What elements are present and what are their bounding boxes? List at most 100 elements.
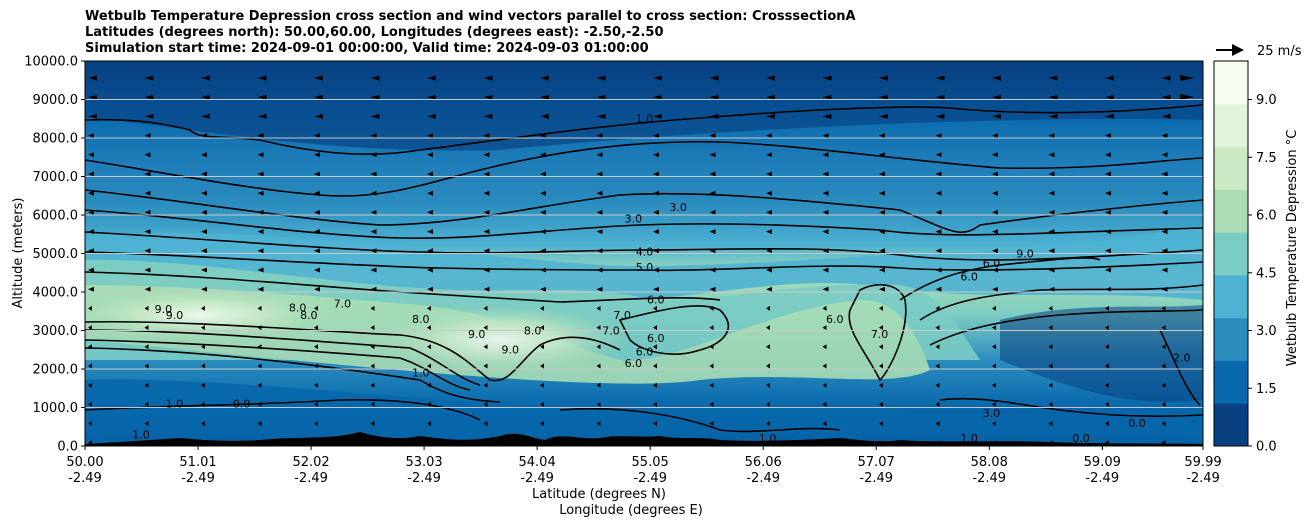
wind-vector xyxy=(257,113,267,119)
wind-vector xyxy=(766,133,772,139)
wind-vector xyxy=(766,267,772,273)
wind-vector xyxy=(144,152,151,158)
wind-vector xyxy=(540,152,546,158)
wind-vector xyxy=(144,75,154,81)
wind-vector xyxy=(653,94,662,100)
wind-vector xyxy=(992,344,996,350)
wind-vector xyxy=(992,190,998,196)
wind-vector xyxy=(1105,94,1114,100)
colorbar-tick-label: 0.0 xyxy=(1256,440,1277,455)
wind-vector xyxy=(709,382,714,388)
wind-vector xyxy=(88,363,92,369)
wind-vector xyxy=(935,209,942,215)
wind-vector xyxy=(709,248,716,254)
wind-vector xyxy=(370,152,377,158)
wind-vector xyxy=(596,152,603,158)
wind-vector xyxy=(201,94,210,100)
wind-vector xyxy=(653,209,659,215)
contour-label: 5.0 xyxy=(636,261,654,274)
wind-vector xyxy=(1161,248,1168,254)
wind-vector xyxy=(257,363,262,369)
y-tick-label: 10000.0 xyxy=(24,55,78,70)
wind-vector xyxy=(766,171,772,177)
wind-vector xyxy=(314,113,323,119)
wind-vector xyxy=(596,344,601,350)
wind-vector xyxy=(822,190,829,196)
wind-vector xyxy=(879,113,888,119)
wind-vector xyxy=(257,75,267,81)
x-tick-label-lon: -2.49 xyxy=(68,471,102,486)
x-tick-label-lat: 59.99 xyxy=(1184,455,1221,470)
wind-vector xyxy=(144,382,149,388)
wind-vector xyxy=(540,94,549,100)
contour-label: 6.0 xyxy=(636,346,654,359)
wind-vector xyxy=(822,267,829,273)
wind-vector xyxy=(370,209,377,215)
wind-vector xyxy=(992,209,998,215)
wind-vector xyxy=(653,152,659,158)
wind-vector xyxy=(935,75,945,81)
wind-vector xyxy=(427,171,433,177)
wind-vector xyxy=(709,75,719,81)
wind-vector xyxy=(427,190,433,196)
wind-vector xyxy=(1105,267,1111,273)
x-tick-label-lat: 53.03 xyxy=(405,455,442,470)
wind-vector xyxy=(88,75,97,81)
wind-vector xyxy=(709,209,716,215)
wind-vector xyxy=(709,133,716,139)
wind-vector xyxy=(653,113,662,119)
y-tick-label: 5000.0 xyxy=(33,247,79,262)
wind-vector xyxy=(257,133,264,139)
wind-vector xyxy=(653,229,659,235)
title-line-3: Simulation start time: 2024-09-01 00:00:… xyxy=(85,41,649,56)
wind-vector xyxy=(653,401,657,407)
wind-vector xyxy=(1048,75,1058,81)
contour-label: 9.0 xyxy=(502,344,520,357)
wind-vector xyxy=(879,75,888,81)
contour-label: 3.0 xyxy=(625,213,643,226)
wind-vector xyxy=(709,94,719,100)
wind-vector xyxy=(935,113,945,119)
wind-vector xyxy=(653,190,659,196)
wind-vector xyxy=(653,75,662,81)
wind-vector xyxy=(370,133,377,139)
wind-vector xyxy=(935,267,942,273)
wind-vector xyxy=(1161,286,1168,292)
wind-vector xyxy=(822,94,832,100)
wind-vector xyxy=(766,382,770,388)
colorbar-segment xyxy=(1214,61,1248,105)
x-tick-label-lon: -2.49 xyxy=(1085,471,1119,486)
wind-vector xyxy=(427,94,436,100)
colorbar-tick-label: 9.0 xyxy=(1256,93,1277,108)
wind-vector xyxy=(314,325,318,331)
contour-label: 6.0 xyxy=(826,313,844,326)
wind-vector xyxy=(314,152,320,158)
wind-vector xyxy=(992,133,998,139)
wind-vector xyxy=(483,171,490,177)
wind-vector xyxy=(879,209,885,215)
wind-vector xyxy=(1105,421,1109,427)
wind-vector xyxy=(257,267,264,273)
wind-vector xyxy=(483,344,488,350)
contour-label: 1.0 xyxy=(960,432,978,445)
y-axis-label: Altitude (meters) xyxy=(11,198,26,309)
contour-label: 6.0 xyxy=(625,357,643,370)
wind-vector xyxy=(766,209,772,215)
wind-vector xyxy=(370,344,375,350)
wind-vector xyxy=(1161,133,1168,139)
wind-vector xyxy=(709,363,714,369)
wind-vector xyxy=(822,152,829,158)
wind-vector xyxy=(1161,171,1168,177)
wind-vector xyxy=(653,421,657,427)
wind-vector xyxy=(370,171,377,177)
y-tick-label: 9000.0 xyxy=(33,93,79,108)
y-tick-label: 2000.0 xyxy=(33,363,79,378)
wind-vector xyxy=(992,94,1001,100)
colorbar-segment xyxy=(1214,146,1248,190)
wind-vector xyxy=(596,440,601,446)
wind-vector xyxy=(1105,229,1111,235)
wind-vector xyxy=(257,171,264,177)
wind-vector xyxy=(483,421,488,427)
colorbar-tick-label: 1.5 xyxy=(1256,382,1277,397)
x-tick-label-lat: 50.00 xyxy=(66,455,103,470)
